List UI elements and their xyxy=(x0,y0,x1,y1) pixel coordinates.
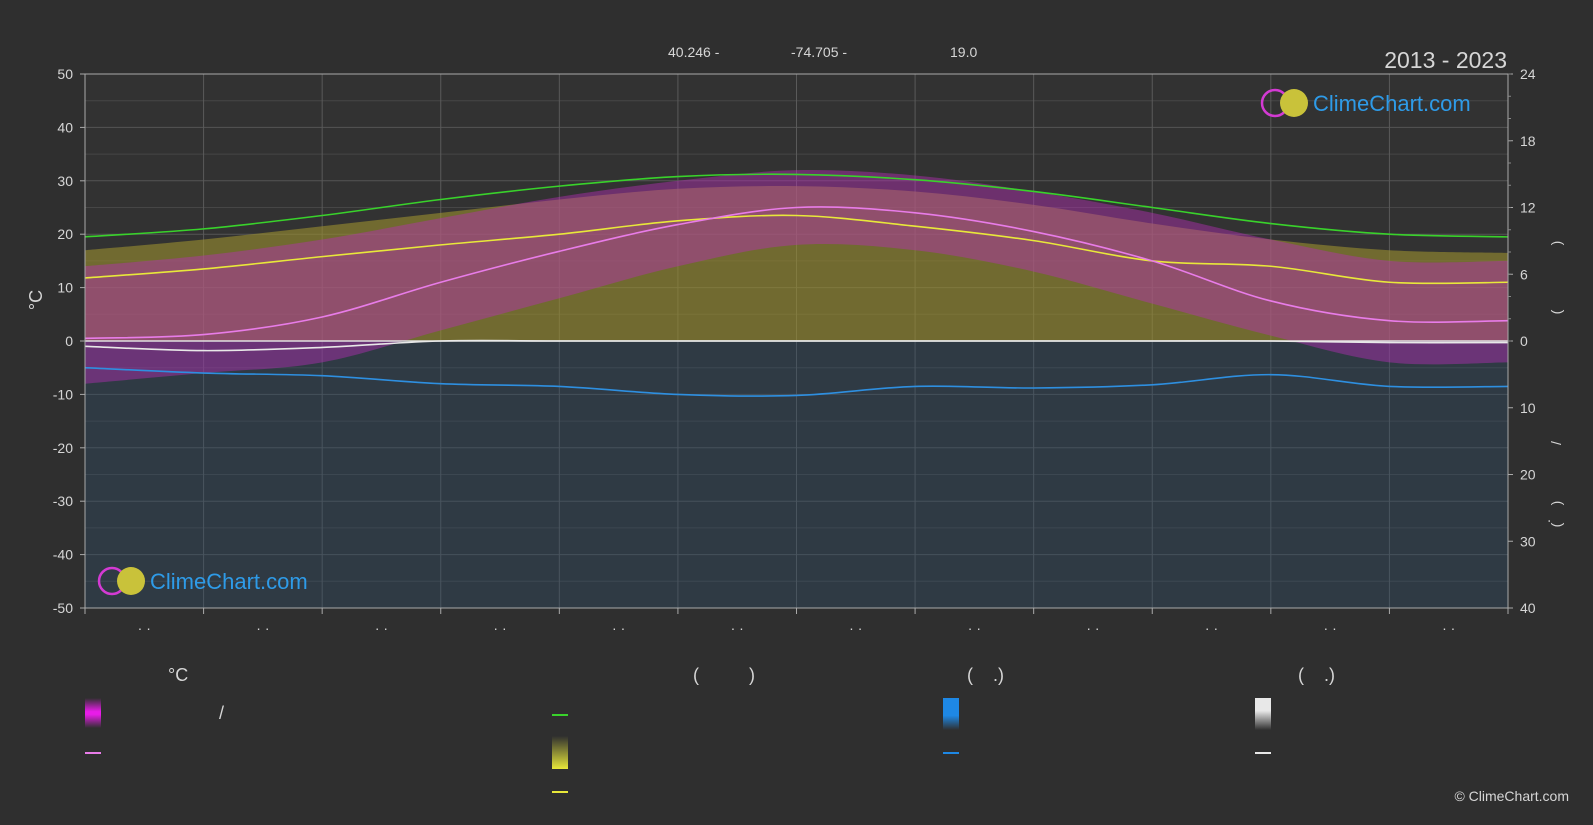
y-tick-label: 50 xyxy=(57,66,73,82)
brand-logo-bottom: ClimeChart.com xyxy=(97,566,308,596)
legend-slash: / xyxy=(219,703,225,723)
legend-line-temp-mean xyxy=(85,752,101,754)
temperature-range-band xyxy=(85,169,1508,384)
y-right-tick-label: 18 xyxy=(1520,133,1536,149)
y-right-tick-label: 20 xyxy=(1520,467,1536,483)
y-tick-label: 30 xyxy=(57,173,73,189)
x-tick-label: · · xyxy=(1086,620,1099,636)
precipitation-line xyxy=(84,366,1509,397)
longitude-label: -74.705 - xyxy=(791,44,847,60)
logo-sun-icon xyxy=(117,567,145,595)
y-right-tick-label: 6 xyxy=(1520,266,1528,282)
elevation-label: 19.0 xyxy=(950,44,977,60)
brand-name-bottom: ClimeChart.com xyxy=(150,569,308,594)
x-tick-label: · · xyxy=(849,620,862,636)
year-range: 2013 - 2023 xyxy=(1384,47,1507,73)
legend-swatch-snow xyxy=(1255,698,1271,730)
right-axis-mark: ( xyxy=(1548,309,1564,314)
y-tick-label: -20 xyxy=(53,440,73,456)
legend-col2-header: ( ) xyxy=(693,665,755,685)
y-tick-label: -10 xyxy=(53,386,73,402)
legend-col3-header: ( .) xyxy=(967,665,1004,685)
y-tick-label: -30 xyxy=(53,493,73,509)
legend-col4-header: ( .) xyxy=(1298,665,1335,685)
logo-sun-icon xyxy=(1280,89,1308,117)
x-tick-label: · · xyxy=(968,620,981,636)
sunshine-line xyxy=(84,214,1509,285)
legend-line-daylight xyxy=(552,714,568,716)
y-tick-label: 0 xyxy=(65,333,73,349)
x-tick-label: · · xyxy=(138,620,151,636)
brand-name-top: ClimeChart.com xyxy=(1313,91,1471,116)
x-tick-label: · · xyxy=(493,620,506,636)
x-tick-label: · · xyxy=(612,620,625,636)
snow-line xyxy=(84,339,1509,352)
right-axis-mark: ) xyxy=(1548,241,1564,246)
precip-band xyxy=(85,341,1508,608)
y-tick-label: 40 xyxy=(57,119,73,135)
y-axis-title: °C xyxy=(26,290,46,310)
y-right-tick-label: 0 xyxy=(1520,333,1528,349)
sunshine-band xyxy=(85,186,1508,341)
copyright: © ClimeChart.com xyxy=(1454,788,1569,804)
right-axis-mark: ( xyxy=(1548,522,1564,527)
x-tick-label: · · xyxy=(1205,620,1218,636)
latitude-label: 40.246 - xyxy=(668,44,720,60)
right-axis-mark: ) xyxy=(1548,501,1564,506)
legend-line-snow xyxy=(1255,752,1271,754)
x-tick-label: · · xyxy=(256,620,269,636)
y-tick-label: 20 xyxy=(57,226,73,242)
legend-line-sunshine xyxy=(552,791,568,793)
y-tick-label: -50 xyxy=(53,600,73,616)
legend-swatch-precip xyxy=(943,698,959,730)
right-axis-mark: · xyxy=(1540,519,1556,524)
y-right-tick-label: 10 xyxy=(1520,400,1536,416)
daylight-line xyxy=(84,173,1509,238)
y-right-tick-label: 12 xyxy=(1520,200,1536,216)
x-tick-label: · · xyxy=(731,620,744,636)
y-right-tick-label: 30 xyxy=(1520,533,1536,549)
temperature-mean-line xyxy=(84,206,1509,340)
x-tick-label: · · xyxy=(1442,620,1455,636)
legend-line-precip xyxy=(943,752,959,754)
y-right-tick-label: 24 xyxy=(1520,66,1536,82)
x-tick-label: · · xyxy=(1324,620,1337,636)
x-tick-label: · · xyxy=(375,620,388,636)
legend-swatch-sunshine xyxy=(552,736,568,769)
legend-col1-header: °C xyxy=(168,665,189,685)
y-tick-label: 10 xyxy=(57,280,73,296)
y-tick-label: -40 xyxy=(53,547,73,563)
brand-logo-top: ClimeChart.com xyxy=(1260,88,1471,118)
legend-swatch-temp-range xyxy=(85,698,101,728)
right-axis-mark: / xyxy=(1548,441,1564,445)
y-right-tick-label: 40 xyxy=(1520,600,1536,616)
